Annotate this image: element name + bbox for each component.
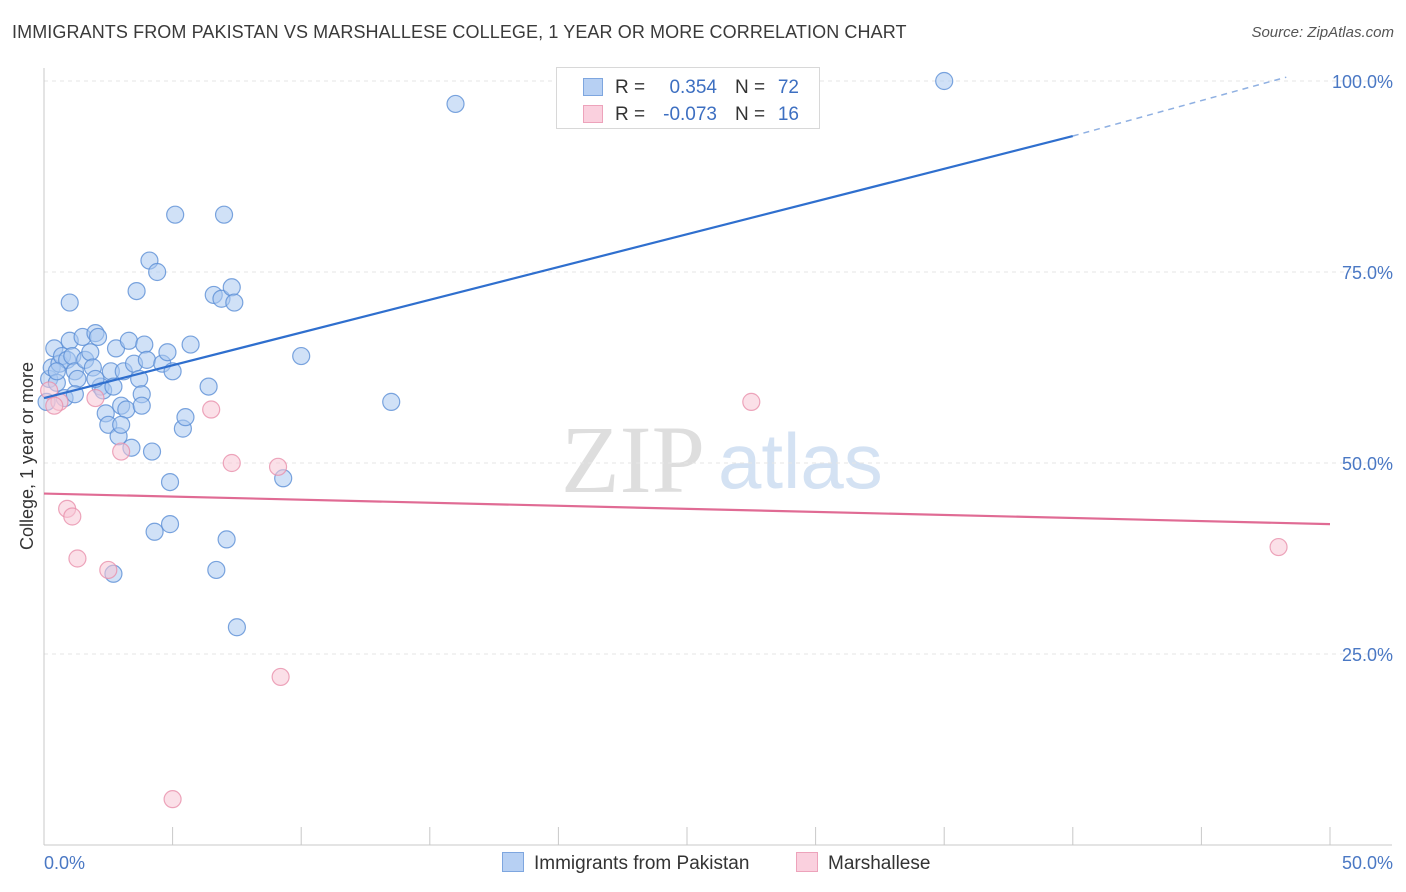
point-pakistan (292, 346, 311, 366)
point-marshallese (222, 453, 241, 473)
x-tick-label: 50.0% (1342, 853, 1393, 873)
point-pakistan (176, 408, 195, 427)
point-marshallese (268, 457, 288, 476)
point-marshallese (112, 442, 131, 461)
point-pakistan (148, 262, 167, 282)
point-pakistan (135, 335, 154, 354)
point-marshallese (86, 388, 105, 408)
point-marshallese (163, 790, 182, 809)
trend-lines (43, 76, 1331, 526)
point-pakistan (112, 415, 131, 434)
point-pakistan (119, 331, 138, 350)
source-label: Source: ZipAtlas.com (1251, 24, 1394, 41)
point-pakistan (158, 343, 177, 362)
y-tick-label: 50.0% (1342, 454, 1393, 474)
legend-row-pakistan: R = 0.354 N = 72 (557, 74, 819, 101)
point-pakistan (145, 522, 164, 541)
gridlines (44, 80, 1392, 655)
stats-legend: R = 0.354 N = 72 R = -0.073 N = 16 (556, 67, 820, 129)
chart-title: IMMIGRANTS FROM PAKISTAN VS MARSHALLESE … (12, 22, 907, 42)
point-pakistan (160, 473, 180, 492)
point-marshallese (202, 400, 221, 419)
point-pakistan (132, 396, 151, 415)
point-pakistan (166, 205, 185, 224)
watermark-zip: ZIP (561, 406, 705, 513)
y-tick-label: 75.0% (1342, 263, 1393, 283)
y-axis-label: College, 1 year or more (17, 362, 37, 550)
watermark: ZIP atlas (561, 406, 883, 513)
point-pakistan (382, 392, 401, 411)
legend-r-label: R = (615, 76, 646, 98)
point-pakistan (142, 442, 162, 461)
point-pakistan (160, 515, 180, 534)
series-marshallese-points (40, 381, 1288, 809)
legend-row-marshallese: R = -0.073 N = 16 (557, 101, 819, 128)
legend-swatch-marshallese (583, 105, 603, 123)
point-pakistan (137, 350, 156, 369)
y-tick-labels: 25.0% 50.0% 75.0% 100.0% (1332, 72, 1393, 665)
bottom-legend-swatch-marshallese (796, 852, 818, 872)
point-marshallese (99, 560, 118, 580)
point-marshallese (271, 667, 290, 687)
point-marshallese (68, 549, 87, 568)
watermark-atlas: atlas (718, 417, 883, 505)
legend-n-label: N = (735, 76, 766, 98)
point-pakistan (88, 327, 108, 347)
legend-r-value: -0.073 (663, 103, 717, 125)
point-pakistan (60, 293, 79, 312)
x-tick-label: 0.0% (44, 853, 85, 873)
legend-r-value: 0.354 (669, 76, 717, 98)
x-tick-labels: 0.0% 50.0% (44, 853, 1393, 873)
y-tick-label: 100.0% (1332, 72, 1393, 92)
point-pakistan (117, 400, 136, 419)
point-pakistan (127, 282, 146, 301)
legend-n-value: 72 (777, 76, 799, 98)
point-marshallese (63, 507, 82, 526)
point-pakistan (225, 293, 244, 312)
trend-line-pakistan (43, 134, 1074, 400)
series-pakistan-points (37, 71, 954, 637)
legend-swatch-pakistan (583, 78, 603, 96)
legend-r-label: R = (615, 103, 646, 125)
axes (43, 68, 1392, 846)
point-pakistan (446, 94, 465, 114)
bottom-legend-label-marshallese: Marshallese (828, 853, 931, 874)
trend-line-pakistan-extension (1072, 76, 1287, 137)
point-pakistan (199, 377, 218, 396)
point-pakistan (68, 369, 87, 389)
point-pakistan (81, 343, 100, 362)
point-pakistan (47, 362, 66, 381)
legend-n-label: N = (735, 103, 766, 125)
point-marshallese (45, 396, 64, 415)
y-tick-label: 25.0% (1342, 645, 1393, 665)
point-marshallese (1269, 537, 1288, 557)
point-pakistan (214, 205, 234, 224)
point-pakistan (217, 530, 236, 549)
point-pakistan (935, 71, 954, 91)
bottom-legend-swatch-pakistan (502, 852, 524, 872)
point-pakistan (222, 278, 241, 297)
point-pakistan (181, 335, 200, 354)
point-pakistan (227, 618, 246, 637)
trend-line-marshallese (43, 492, 1331, 526)
bottom-legend-label-pakistan: Immigrants from Pakistan (534, 853, 750, 874)
legend-n-value: 16 (777, 103, 799, 125)
point-pakistan (207, 560, 226, 580)
point-marshallese (742, 392, 761, 411)
